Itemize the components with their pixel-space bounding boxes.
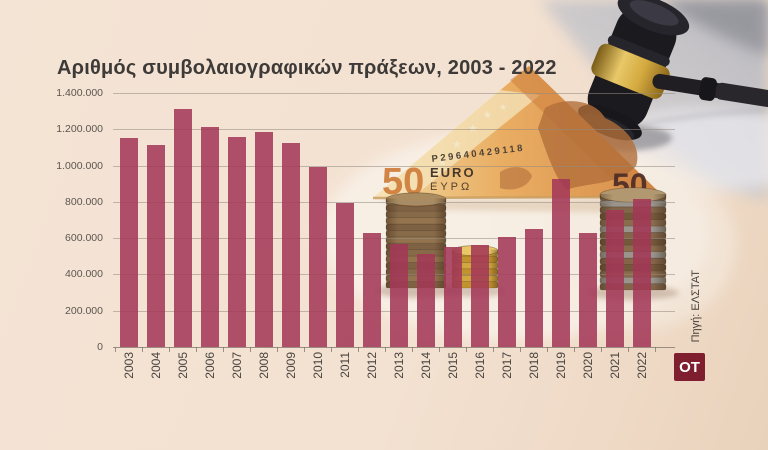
x-axis-tick	[519, 347, 521, 352]
bar-2013	[389, 244, 408, 347]
y-axis-label: 1.000.000	[56, 160, 103, 172]
bar-chart-plot-area: 1.400.000 1.200.000 1.000.000 800.000 600.00…	[56, 87, 675, 379]
x-axis-label: 2019	[553, 352, 568, 379]
x-axis-label: 2021	[607, 352, 622, 379]
bar-2017	[497, 237, 516, 347]
x-axis-label: 2007	[229, 352, 244, 379]
x-axis-tick	[222, 347, 224, 352]
x-axis-label: 2004	[148, 352, 163, 379]
x-axis-label: 2016	[472, 352, 487, 379]
bar-2008	[254, 132, 273, 347]
y-axis-label: 1.200.000	[56, 123, 103, 135]
x-axis-tick	[114, 347, 116, 352]
x-axis-tick	[195, 347, 197, 352]
star-glyph: ★	[438, 158, 447, 169]
bar-2019	[551, 179, 570, 347]
y-axis-label: 1.400.000	[56, 87, 103, 99]
bar-2015	[443, 247, 462, 347]
gridline	[113, 93, 675, 94]
bar-2011	[335, 203, 354, 347]
y-axis-label: 400.000	[65, 268, 103, 280]
x-axis-label: 2015	[445, 352, 460, 379]
y-axis-label: 0	[97, 341, 103, 353]
bar-2010	[308, 167, 327, 347]
x-axis-label: 2008	[256, 352, 271, 379]
y-axis-label: 600.000	[65, 232, 103, 244]
bar-2004	[146, 145, 165, 347]
x-axis-tick	[249, 347, 251, 352]
bar-2016	[470, 245, 489, 347]
x-axis-tick	[465, 347, 467, 352]
x-axis-label: 2020	[580, 352, 595, 379]
x-axis-label: 2022	[634, 352, 649, 379]
y-axis-label: 800.000	[65, 196, 103, 208]
x-axis-tick	[546, 347, 548, 352]
bar-2006	[200, 127, 219, 347]
x-axis-label: 2003	[121, 352, 136, 379]
x-axis-tick	[654, 347, 656, 352]
x-axis-tick	[330, 347, 332, 352]
banknote-currency-greek: ΕΥΡΩ	[430, 181, 472, 193]
bar-2005	[173, 109, 192, 347]
banknote-currency-latin: EURO	[430, 165, 476, 180]
x-axis-label: 2014	[418, 352, 433, 379]
gridline	[113, 129, 675, 130]
europe-map-print	[538, 101, 638, 190]
gridline	[113, 202, 675, 203]
x-axis-label: 2018	[526, 352, 541, 379]
x-axis-tick	[168, 347, 170, 352]
page-title: Αριθμός συμβολαιογραφικών πράξεων, 2003 …	[57, 57, 557, 80]
bar-2022	[632, 199, 651, 347]
table-dark-corner	[660, 0, 768, 55]
bar-2012	[362, 233, 381, 347]
bar-2018	[524, 229, 543, 347]
ot-logo: OT	[674, 353, 705, 381]
bar-2007	[227, 137, 246, 347]
x-axis-tick	[573, 347, 575, 352]
bar-2021	[605, 210, 624, 347]
x-axis-tick	[438, 347, 440, 352]
x-axis-label: 2011	[337, 352, 352, 378]
x-axis-tick	[600, 347, 602, 352]
x-axis-label: 2005	[175, 352, 190, 379]
x-axis-tick	[627, 347, 629, 352]
x-axis-label: 2010	[310, 352, 325, 379]
y-axis-label: 200.000	[65, 305, 103, 317]
x-axis-tick	[276, 347, 278, 352]
x-axis-tick	[303, 347, 305, 352]
bar-2003	[119, 138, 138, 347]
bar-2009	[281, 143, 300, 347]
bar-2020	[578, 233, 597, 347]
x-axis-tick	[492, 347, 494, 352]
x-axis-label: 2012	[364, 352, 379, 379]
source-note: Πηγή: ΕΛΣΤΑΤ	[690, 270, 702, 343]
bar-2014	[416, 254, 435, 347]
x-axis-label: 2013	[391, 352, 406, 379]
x-axis-label: 2006	[202, 352, 217, 379]
gridline	[113, 238, 675, 239]
star-glyph: ★	[452, 139, 462, 151]
x-axis-label: 2009	[283, 352, 298, 379]
star-glyph: ★	[499, 102, 507, 112]
x-axis-tick	[384, 347, 386, 352]
gridline	[113, 166, 675, 167]
star-glyph: ★	[483, 110, 492, 121]
x-axis-tick	[141, 347, 143, 352]
x-axis-tick	[357, 347, 359, 352]
x-axis-tick	[411, 347, 413, 352]
x-axis-label: 2017	[499, 352, 514, 379]
